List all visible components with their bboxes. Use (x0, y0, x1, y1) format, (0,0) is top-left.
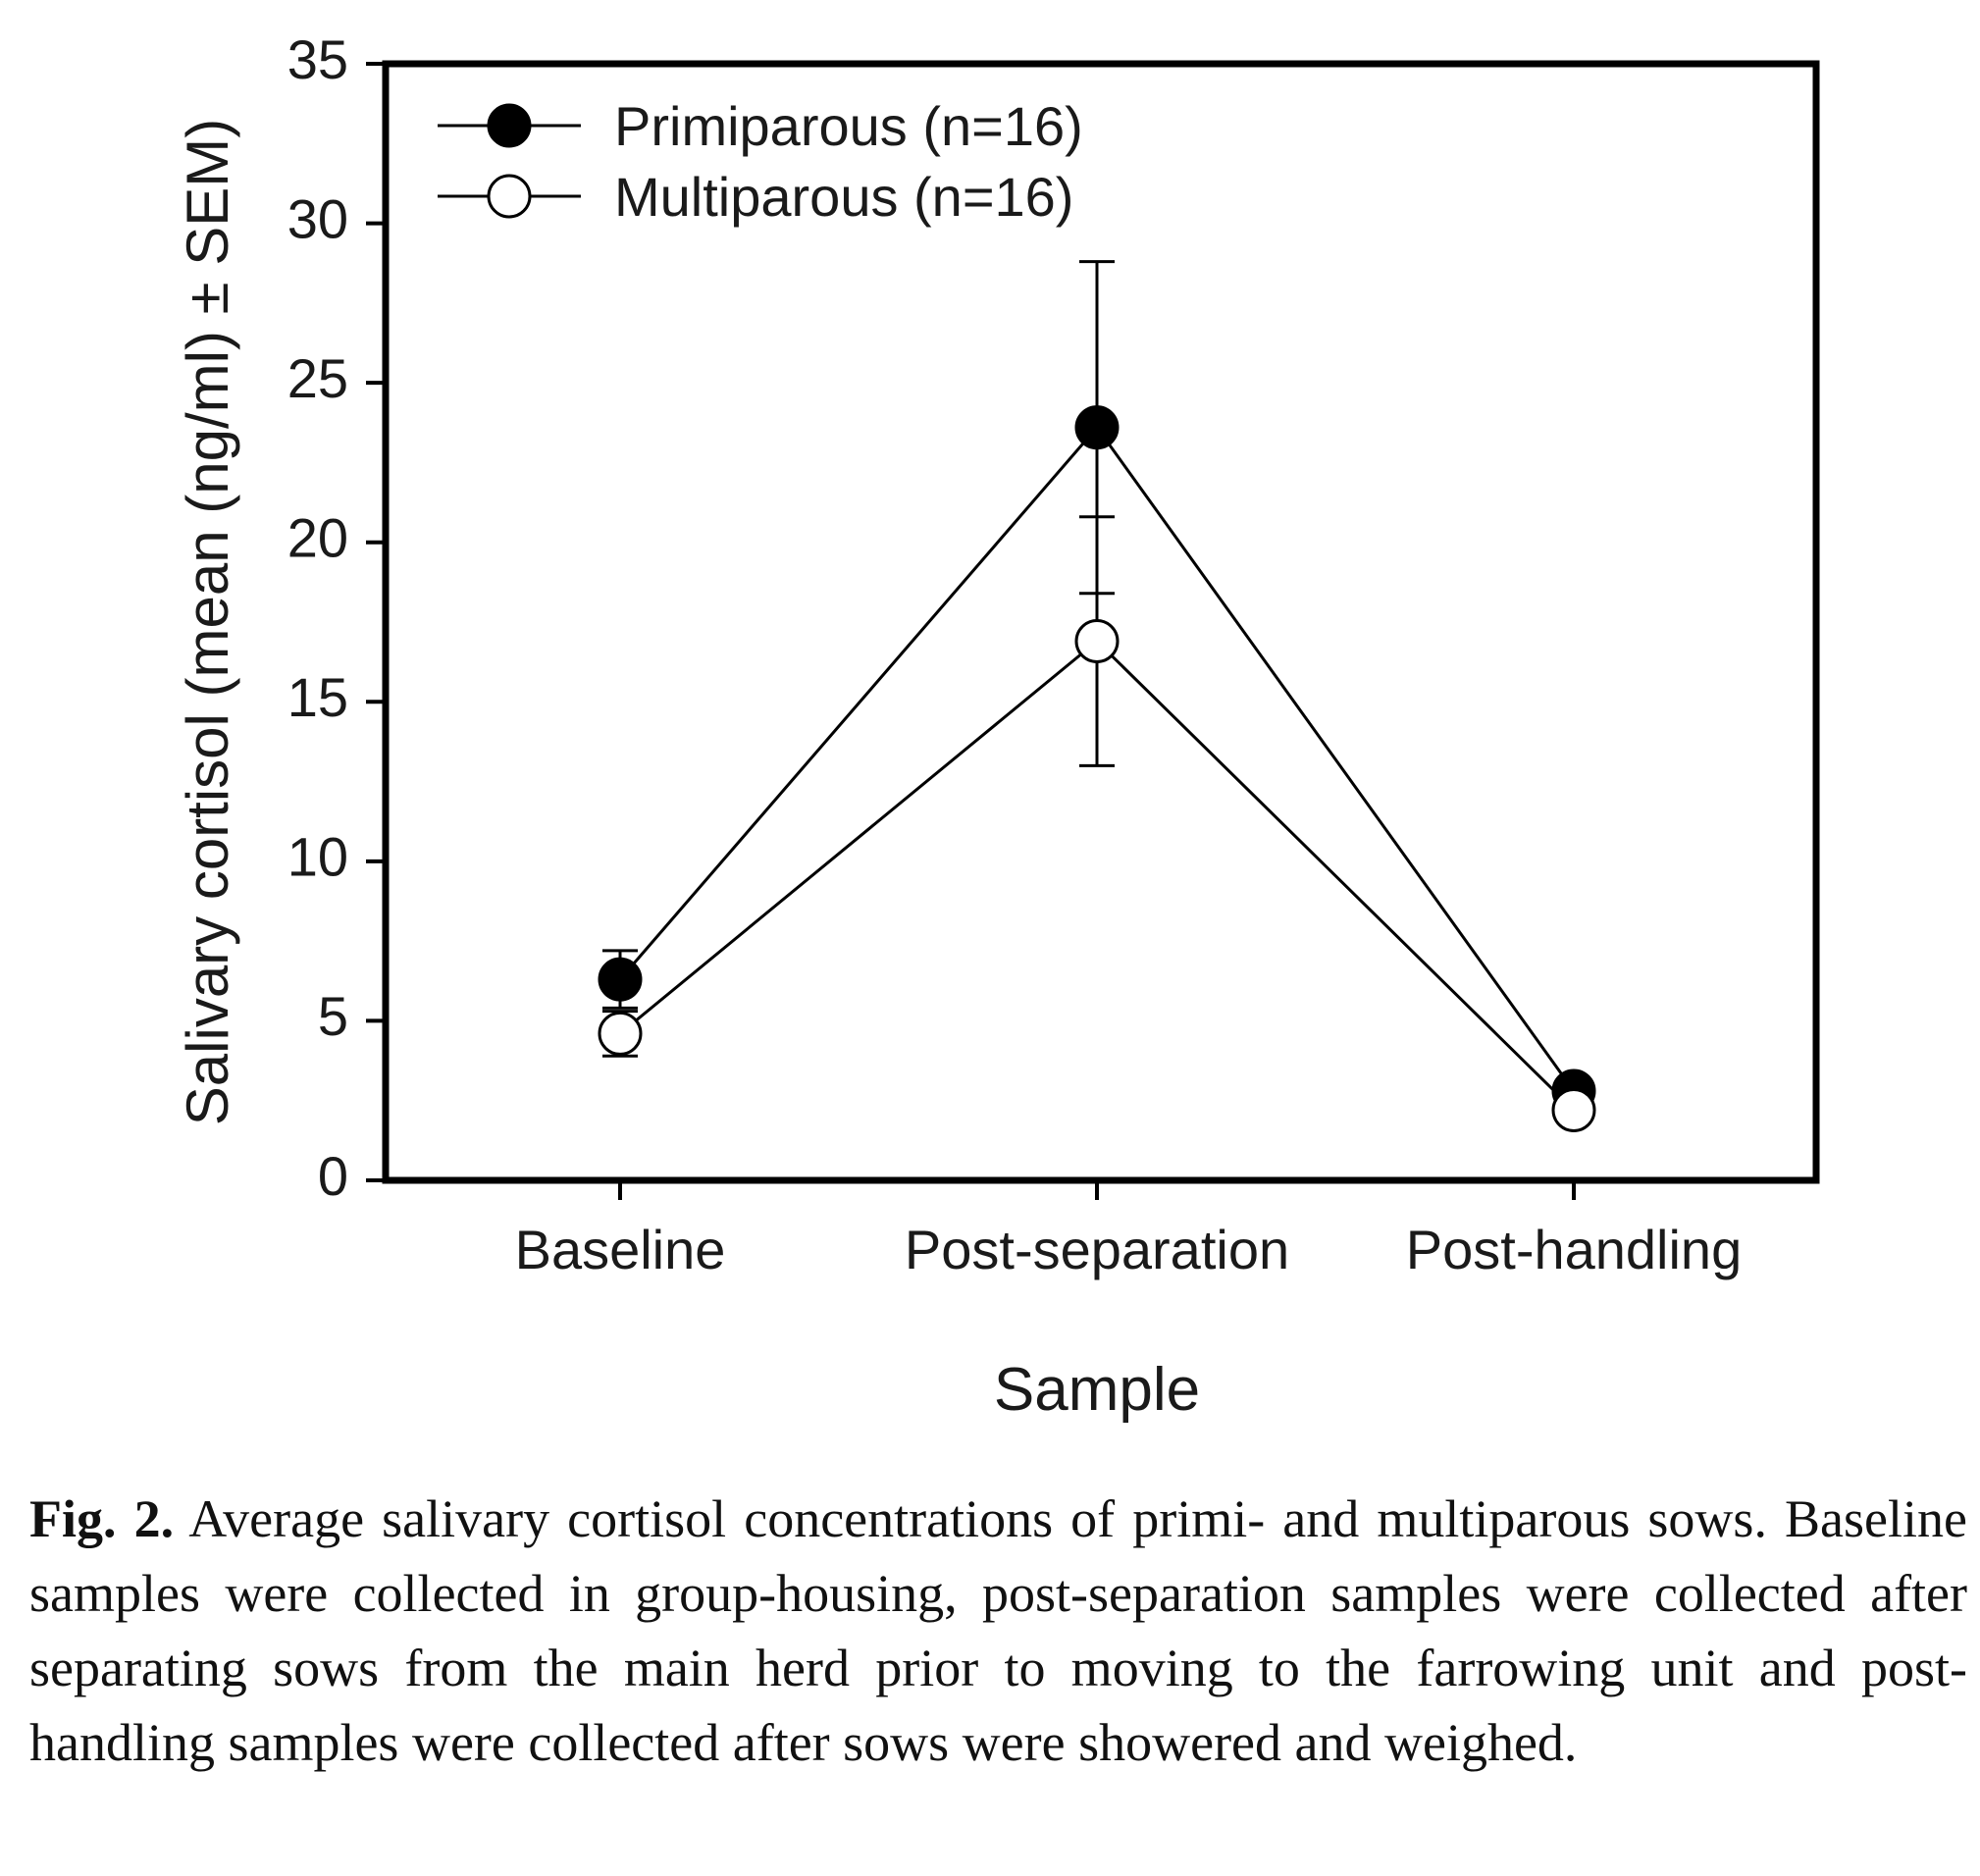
y-tick-label: 0 (318, 1145, 348, 1207)
x-axis: Baseline Post-separation Post-handling (515, 1180, 1742, 1280)
chart: 0 5 10 15 20 25 30 35 Salivary cortisol … (175, 28, 1820, 1424)
x-axis-title: Sample (994, 1356, 1200, 1424)
legend-item-primiparous: Primiparous (n=16) (438, 95, 1083, 157)
y-tick-label: 30 (287, 187, 348, 249)
y-tick-label: 5 (318, 985, 348, 1047)
legend-label: Multiparous (n=16) (614, 166, 1073, 228)
legend-item-multiparous: Multiparous (n=16) (438, 166, 1073, 228)
y-tick-label: 10 (287, 826, 348, 888)
y-axis-title: Salivary cortisol (mean (ng/ml) ± SEM) (175, 119, 240, 1125)
data-point (598, 1011, 643, 1056)
data-point (1074, 405, 1120, 450)
x-tick-label: Baseline (515, 1219, 726, 1280)
x-tick-label: Post-separation (905, 1219, 1289, 1280)
data-point (598, 957, 643, 1002)
data-point (1551, 1087, 1596, 1132)
legend-marker-open (487, 174, 532, 219)
legend-label: Primiparous (n=16) (614, 95, 1083, 157)
figure-label: Fig. 2. (29, 1489, 175, 1548)
legend: Primiparous (n=16) Multiparous (n=16) (438, 95, 1083, 228)
figure-caption: Fig. 2. Average salivary cortisol concen… (29, 1482, 1967, 1780)
data-point (1074, 619, 1120, 664)
legend-marker-filled (487, 103, 532, 148)
x-tick-label: Post-handling (1406, 1219, 1742, 1280)
figure-caption-text: Average salivary cortisol concentrations… (29, 1489, 1967, 1772)
series-layer (598, 260, 1596, 1132)
y-tick-label: 15 (287, 666, 348, 728)
series-primiparous (598, 260, 1596, 1114)
y-tick-label: 25 (287, 347, 348, 409)
y-axis: 0 5 10 15 20 25 30 35 (287, 28, 386, 1207)
plot-frame (382, 60, 1820, 1184)
y-tick-label: 20 (287, 507, 348, 569)
y-tick-label: 35 (287, 28, 348, 90)
series-multiparous (598, 515, 1596, 1132)
